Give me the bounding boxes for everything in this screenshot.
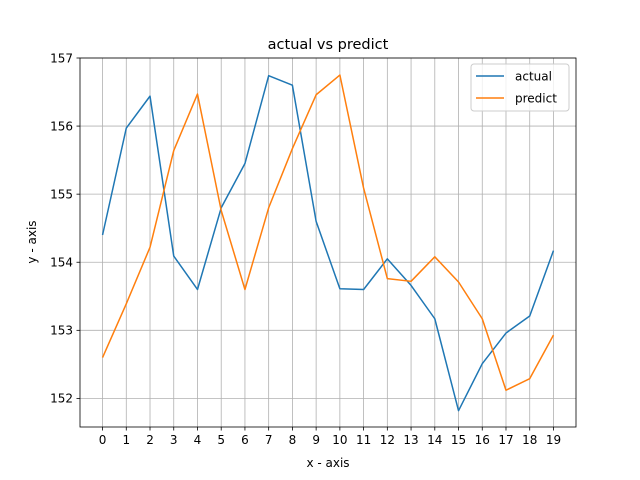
x-tick-label: 10 xyxy=(332,433,347,447)
legend: actual predict xyxy=(470,63,570,112)
x-tick-label: 17 xyxy=(498,433,513,447)
y-tick-label: 156 xyxy=(50,119,73,133)
x-tick-label: 15 xyxy=(451,433,466,447)
x-axis-label: x - axis xyxy=(306,456,349,470)
x-tick-label: 13 xyxy=(403,433,418,447)
legend-label-actual: actual xyxy=(515,69,552,83)
x-tick-label: 18 xyxy=(522,433,537,447)
y-tick-label: 152 xyxy=(50,392,73,406)
y-tick-label: 155 xyxy=(50,187,73,201)
x-tick-label: 14 xyxy=(427,433,442,447)
x-tick-label: 5 xyxy=(217,433,225,447)
x-tick-label: 2 xyxy=(146,433,154,447)
legend-label-predict: predict xyxy=(515,91,557,105)
series-lines xyxy=(101,74,555,412)
chart-title: actual vs predict xyxy=(268,37,389,53)
series-line-predict xyxy=(101,74,555,391)
series-line-actual xyxy=(101,74,555,412)
plot-area xyxy=(80,58,576,427)
x-tick-label: 0 xyxy=(99,433,107,447)
x-tick-label: 12 xyxy=(380,433,395,447)
x-tick-label: 11 xyxy=(356,433,371,447)
x-tick-label: 19 xyxy=(546,433,561,447)
x-tick-label: 8 xyxy=(289,433,297,447)
x-tick-label: 16 xyxy=(475,433,490,447)
y-tick-label: 157 xyxy=(50,51,73,65)
x-tick-label: 3 xyxy=(170,433,178,447)
plot-frame xyxy=(79,57,577,428)
grid xyxy=(80,57,576,427)
x-tick-label: 9 xyxy=(312,433,320,447)
x-tick-label: 7 xyxy=(265,433,273,447)
x-tick-label: 4 xyxy=(194,433,202,447)
y-axis-ticks: 152 153 154 155 156 157 xyxy=(50,51,80,406)
y-axis-label: y - axis xyxy=(25,220,39,263)
x-axis-ticks: 0 1 2 3 4 5 6 7 8 9 10 11 12 13 14 15 16 17 18 19 xyxy=(99,427,561,447)
x-tick-label: 1 xyxy=(122,433,130,447)
y-tick-label: 154 xyxy=(50,256,73,270)
x-tick-label: 6 xyxy=(241,433,249,447)
y-tick-label: 153 xyxy=(50,324,73,338)
